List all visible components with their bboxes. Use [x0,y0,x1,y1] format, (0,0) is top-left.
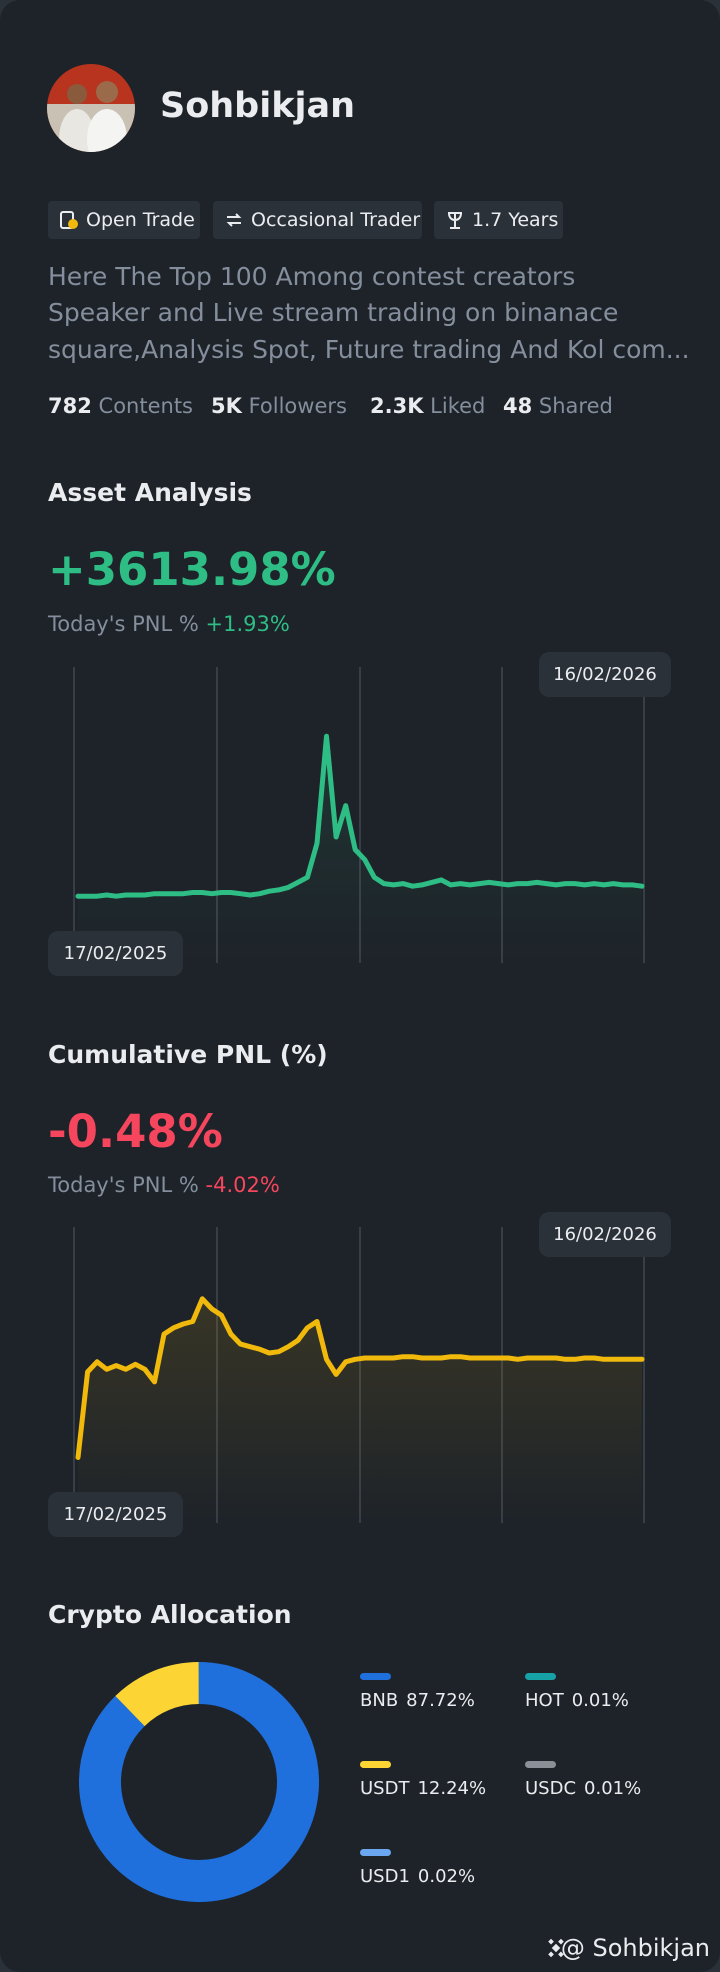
date-badge: 16/02/2026 [539,652,671,697]
today-label: Today's PNL % [48,612,199,636]
legend-entry: BNB 87.72% [360,1690,475,1711]
legend-swatch [360,1673,391,1680]
legend-swatch [525,1673,556,1680]
legend-swatch [360,1761,391,1768]
line-area [78,736,642,963]
legend-value: 87.72% [406,1690,475,1711]
headline-value: -0.48% [48,1105,223,1158]
legend-name: BNB [360,1690,399,1711]
stat-label: Shared [538,394,613,418]
tag: Open Trade [48,201,200,239]
stat: 2.3K Liked [370,394,485,418]
footer-handle: @ Sohbikjan [560,1934,710,1962]
stat-label: Followers [248,394,347,418]
stat: 48 Shared [503,394,613,418]
line-series [75,1296,645,1460]
stat: 782 Contents [48,394,193,418]
date-badge: 17/02/2025 [48,931,183,976]
tag-text: Open Trade [86,209,195,231]
today-pnl: Today's PNL % -4.02% [48,1173,280,1197]
section-title: Asset Analysis [48,478,252,507]
tag-icon [60,211,78,229]
today-value: +1.93% [205,612,290,636]
legend-entry: USDC 0.01% [525,1778,641,1799]
legend-value: 0.01% [571,1690,629,1711]
bio-line: Here The Top 100 Among contest creators [48,262,576,291]
legend-entry: HOT 0.01% [525,1690,629,1711]
bio-line: Speaker and Live stream trading on binan… [48,298,619,327]
donut-chart [79,1662,319,1902]
tag: 1.7 Years [434,201,563,239]
tag: Occasional Trader [213,201,422,239]
asset-chart [73,667,645,963]
avatar [47,64,135,152]
bio-line: square,Analysis Spot, Future trading And… [48,335,690,364]
legend-name: USDT [360,1778,410,1799]
donut-slice [79,1662,319,1902]
legend-swatch [525,1761,556,1768]
line-series [75,733,645,899]
stat: 5K Followers [211,394,347,418]
legend-entry: USD1 0.02% [360,1866,475,1887]
stat-value: 782 [48,394,92,418]
legend-value: 0.02% [417,1866,476,1887]
user-name: Sohbikjan [160,86,356,126]
today-pnl: Today's PNL % +1.93% [48,612,290,636]
legend-value: 12.24% [417,1778,487,1799]
legend-swatch [360,1849,391,1856]
stat-value: 2.3K [370,394,424,418]
legend-entry: USDT 12.24% [360,1778,486,1799]
date-badge: 17/02/2025 [48,1492,183,1537]
headline-value: +3613.98% [48,543,336,596]
section-title: Cumulative PNL (%) [48,1040,328,1069]
legend-value: 0.01% [584,1778,642,1799]
binance-logo [548,1938,564,1958]
date-badge: 16/02/2026 [539,1212,671,1257]
legend-name: HOT [525,1690,564,1711]
tag-text: Occasional Trader [251,209,421,231]
today-label: Today's PNL % [48,1173,199,1197]
section-title: Crypto Allocation [48,1600,292,1629]
tag-text: 1.7 Years [472,209,559,231]
donut-slice [115,1662,200,1727]
stat-value: 48 [503,394,533,418]
stat-value: 5K [211,394,242,418]
stat-label: Contents [98,394,193,418]
tag-icon [226,213,242,227]
line-area [78,1298,642,1523]
today-value: -4.02% [205,1173,280,1197]
tag-icon [448,212,462,229]
legend-name: USDC [525,1778,577,1799]
pnl-chart [73,1227,645,1523]
stat-label: Liked [430,394,486,418]
legend-name: USD1 [360,1866,410,1887]
